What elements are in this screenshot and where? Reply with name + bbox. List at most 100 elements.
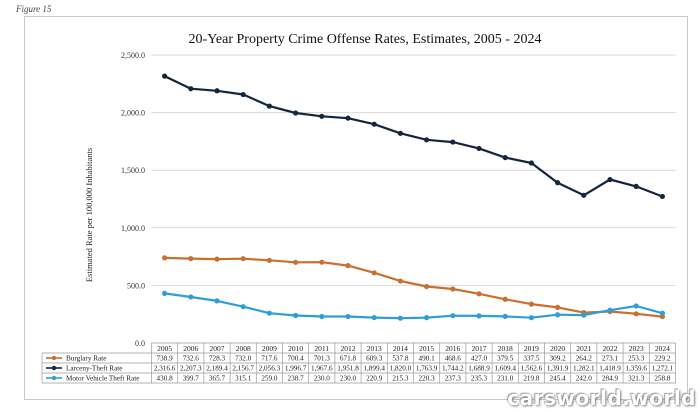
y-tick-label: 1,000.0 <box>121 224 145 233</box>
data-label: 1,282.1 <box>573 365 595 373</box>
data-point-larceny <box>424 137 430 143</box>
data-label: 1,359.6 <box>625 365 647 373</box>
legend-label: Larceny-Theft Rate <box>66 365 122 373</box>
data-label: 468.6 <box>445 355 462 363</box>
data-label: 365.7 <box>209 375 226 383</box>
x-tick-label: 2023 <box>629 344 644 353</box>
data-label: 537.8 <box>392 355 409 363</box>
x-tick-label: 2006 <box>183 344 198 353</box>
data-label: 609.3 <box>366 355 383 363</box>
data-point-mvt <box>528 315 535 321</box>
data-point-mvt <box>502 313 508 319</box>
data-label: 430.8 <box>157 375 174 383</box>
data-point-mvt <box>240 304 246 310</box>
data-point-burglary <box>424 283 430 290</box>
data-point-larceny <box>240 91 246 98</box>
legend-label: Burglary Rate <box>66 355 106 363</box>
data-label: 2,316.6 <box>154 365 176 373</box>
x-tick-label: 2005 <box>157 344 172 353</box>
data-point-burglary <box>214 256 220 262</box>
data-point-larceny <box>319 113 325 119</box>
data-label: 1,562.6 <box>521 365 543 373</box>
x-tick-label: 2024 <box>655 344 670 353</box>
data-point-mvt <box>293 312 299 319</box>
data-point-mvt <box>450 313 456 319</box>
x-tick-label: 2007 <box>210 344 225 353</box>
data-point-larceny <box>371 121 377 127</box>
data-label: 2,056.3 <box>259 365 281 373</box>
x-tick-label: 2013 <box>367 344 382 353</box>
data-label: 219.8 <box>523 375 540 383</box>
chart-frame <box>24 16 688 400</box>
data-label: 2,189.4 <box>206 365 228 373</box>
x-tick-label: 2020 <box>550 344 565 353</box>
data-label: 258.8 <box>654 375 671 383</box>
data-point-burglary <box>633 311 639 317</box>
data-label: 230.0 <box>340 375 357 383</box>
data-point-mvt <box>633 303 639 309</box>
legend-label: Motor Vehicle Theft Rate <box>66 375 139 383</box>
data-label: 1,272.1 <box>652 365 674 373</box>
data-point-larceny <box>450 139 456 145</box>
data-point-mvt <box>659 310 666 316</box>
data-label: 1,967.6 <box>311 365 333 373</box>
data-point-larceny <box>266 103 272 109</box>
data-label: 309.2 <box>550 355 567 363</box>
data-point-mvt <box>345 313 351 320</box>
data-label: 230.0 <box>314 375 331 383</box>
data-label: 1,996.7 <box>285 365 307 373</box>
data-label: 2,156.7 <box>232 365 254 373</box>
data-point-burglary <box>476 291 482 297</box>
x-tick-label: 2014 <box>393 344 408 353</box>
data-label: 1,609.4 <box>494 365 516 373</box>
y-tick-label: 0.0 <box>135 339 145 348</box>
data-label: 2,207.3 <box>180 365 202 373</box>
data-label: 215.3 <box>392 375 409 383</box>
data-point-burglary <box>502 296 508 302</box>
data-label: 1,391.9 <box>547 365 569 373</box>
data-label: 732.0 <box>235 355 252 363</box>
data-label: 732.6 <box>183 355 200 363</box>
x-tick-label: 2011 <box>314 344 329 353</box>
data-label: 235.3 <box>471 375 488 383</box>
x-tick-label: 2018 <box>498 344 513 353</box>
data-point-mvt <box>476 313 482 319</box>
legend-marker <box>51 375 57 381</box>
data-label: 231.0 <box>497 375 514 383</box>
data-label: 337.5 <box>523 355 540 363</box>
data-point-larceny <box>502 154 508 161</box>
data-point-mvt <box>397 315 403 321</box>
y-tick-label: 1,500.0 <box>121 166 145 175</box>
data-label: 700.4 <box>288 355 305 363</box>
data-point-mvt <box>581 312 587 318</box>
data-label: 671.8 <box>340 355 357 363</box>
series-line-mvt <box>164 292 663 320</box>
data-label: 1,688.9 <box>468 365 490 373</box>
data-label: 237.3 <box>445 375 462 383</box>
data-label: 1,951.8 <box>337 365 359 373</box>
data-label: 701.3 <box>314 355 331 363</box>
data-label: 379.5 <box>497 355 514 363</box>
data-point-burglary <box>371 270 377 276</box>
data-point-burglary <box>240 256 246 262</box>
data-label: 1,820.0 <box>390 365 412 373</box>
x-tick-label: 2019 <box>524 344 539 353</box>
x-tick-label: 2008 <box>236 344 251 353</box>
data-point-larceny <box>581 192 587 198</box>
data-point-burglary <box>555 304 561 310</box>
data-label: 273.1 <box>602 355 619 363</box>
data-point-burglary <box>188 256 194 262</box>
data-label: 245.4 <box>550 375 567 383</box>
data-point-burglary <box>345 263 351 269</box>
data-label: 728.3 <box>209 355 226 363</box>
data-point-larceny <box>162 73 168 79</box>
data-point-larceny <box>555 180 561 186</box>
data-label: 1,899.4 <box>363 365 385 373</box>
data-point-larceny <box>528 160 535 166</box>
data-label: 259.0 <box>261 375 278 383</box>
data-label: 238.7 <box>288 375 305 383</box>
y-tick-label: 2,500.0 <box>121 51 145 60</box>
y-axis-label: Estimated Rate per 100,000 Inhabitants <box>84 148 94 282</box>
data-point-burglary <box>528 301 535 307</box>
